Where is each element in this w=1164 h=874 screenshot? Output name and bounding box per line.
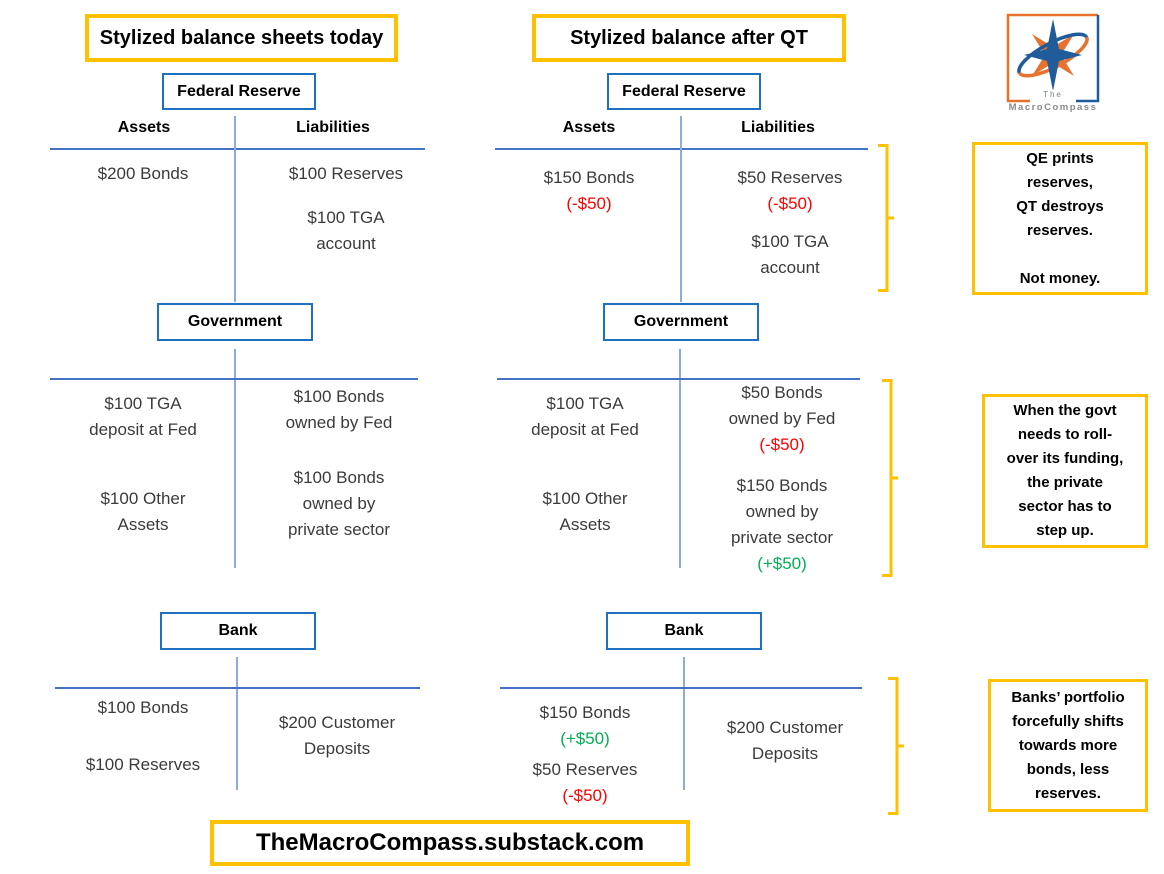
after-qt-government-asset-other: $100 Other Assets [542, 489, 628, 534]
after-qt-government-header: Government [603, 303, 759, 341]
after-qt-government-asset-tga: $100 TGA deposit at Fed [531, 394, 639, 439]
today-fed-asset-bonds: $200 Bonds [97, 164, 189, 183]
bank-change-bracket [888, 677, 904, 815]
after-qt-government-liab-fed-bonds-delta: (-$50) [759, 435, 805, 454]
after-qt-fed-t-vline [680, 116, 682, 302]
note-fed: QE prints reserves, QT destroys reserves… [972, 142, 1148, 295]
today-government-asset-other: $100 Other Assets [100, 489, 186, 534]
today-government-t-vline [234, 349, 236, 568]
after-qt-fed-liab-reserves-delta: (-$50) [767, 194, 813, 213]
today-fed-t-hline [50, 148, 425, 150]
after-qt-fed-liabilities-label: Liabilities [741, 119, 815, 136]
today-title: Stylized balance sheets today [85, 14, 398, 62]
government-change-bracket [882, 379, 898, 577]
after-qt-bank-asset-bonds-delta: (+$50) [560, 729, 610, 748]
after-qt-bank-asset-reserves: $50 Reserves [532, 760, 638, 779]
today-bank-liab-deposits: $200 Customer Deposits [278, 713, 396, 758]
after-qt-government-t-hline [497, 378, 860, 380]
after-qt-bank-asset-reserves-delta: (-$50) [562, 786, 608, 805]
logo-the-text: The [1038, 90, 1068, 99]
after-qt-fed-header: Federal Reserve [607, 73, 761, 110]
after-qt-fed-assets-label: Assets [562, 119, 616, 136]
note-bank: Banks’ portfolio forcefully shifts towar… [988, 679, 1148, 812]
after-qt-fed-liab-reserves: $50 Reserves [737, 168, 843, 187]
today-government-header: Government [157, 303, 313, 341]
after-qt-bank-liab-deposits: $200 Customer Deposits [726, 718, 844, 763]
after-qt-fed-liab-tga: $100 TGA account [751, 232, 829, 277]
after-qt-bank-asset-bonds: $150 Bonds [539, 703, 631, 722]
today-fed-liab-tga: $100 TGA account [307, 208, 385, 253]
today-fed-assets-label: Assets [117, 119, 171, 136]
after-qt-fed-asset-bonds: $150 Bonds [543, 168, 635, 187]
substack-banner: TheMacroCompass.substack.com [210, 820, 690, 866]
after-qt-bank-header: Bank [606, 612, 762, 650]
compass-star-icon [1006, 13, 1100, 103]
today-government-liab-fed-bonds: $100 Bonds owned by Fed [285, 387, 393, 432]
today-bank-header: Bank [160, 612, 316, 650]
fed-change-bracket [878, 144, 894, 292]
today-bank-asset-bonds: $100 Bonds [97, 698, 189, 717]
today-fed-liab-reserves: $100 Reserves [288, 164, 404, 183]
after-qt-title: Stylized balance after QT [532, 14, 846, 62]
today-fed-t-vline [234, 116, 236, 302]
today-fed-liabilities-label: Liabilities [296, 119, 370, 136]
after-qt-fed-asset-bonds-delta: (-$50) [566, 194, 612, 213]
after-qt-government-liab-private-bonds-delta: (+$50) [757, 554, 807, 573]
note-government: When the govt needs to roll- over its fu… [982, 394, 1148, 548]
today-bank-asset-reserves: $100 Reserves [85, 755, 201, 774]
after-qt-government-liab-private-bonds: $150 Bonds owned by private sector [730, 476, 834, 547]
today-government-liab-private-bonds: $100 Bonds owned by private sector [287, 468, 391, 539]
today-bank-t-hline [55, 687, 420, 689]
after-qt-bank-t-hline [500, 687, 862, 689]
today-fed-header: Federal Reserve [162, 73, 316, 110]
after-qt-government-t-vline [679, 349, 681, 568]
after-qt-government-liab-fed-bonds: $50 Bonds owned by Fed [728, 383, 836, 428]
after-qt-bank-t-vline [683, 657, 685, 790]
logo-name-text: MacroCompass [1008, 102, 1098, 113]
today-bank-t-vline [236, 657, 238, 790]
macrocompass-logo: The MacroCompass [998, 8, 1108, 126]
today-government-t-hline [50, 378, 418, 380]
today-government-asset-tga: $100 TGA deposit at Fed [89, 394, 197, 439]
